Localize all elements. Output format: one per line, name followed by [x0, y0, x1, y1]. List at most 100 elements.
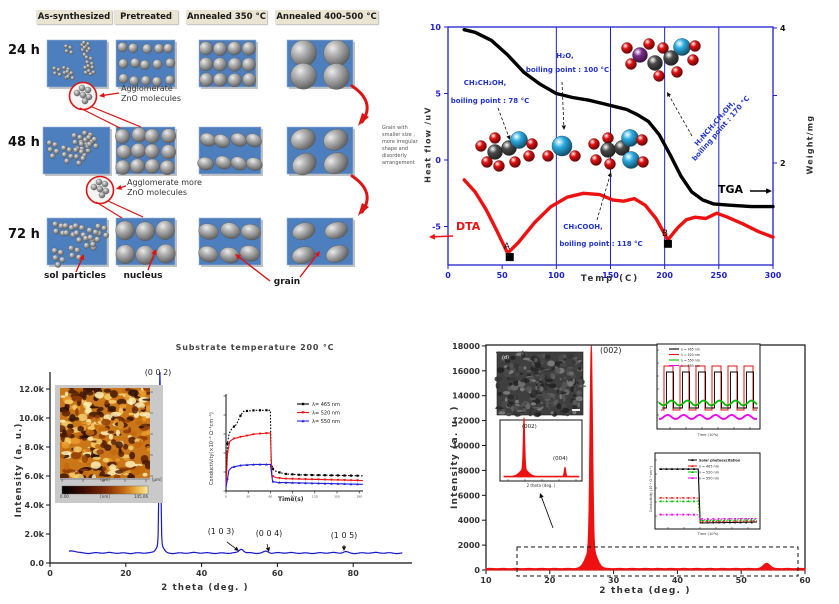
svg-text:Time (10²s): Time (10²s) [697, 433, 719, 437]
row-label-48h: 48 h [8, 135, 40, 150]
svg-text:10: 10 [480, 576, 492, 585]
svg-text:150: 150 [602, 271, 619, 280]
tga-curve-label: TGA [718, 183, 744, 196]
temp-axis-label: Temp (C) [580, 274, 640, 284]
annotation-aceticacid-formula: CH₃COOH, [563, 223, 603, 231]
svg-text:4.0k: 4.0k [25, 501, 45, 510]
peak-label-105: (1 0 5) [330, 531, 358, 540]
svg-text:λ = 550 nm: λ = 550 nm [681, 358, 700, 362]
svg-text:0.0: 0.0 [30, 559, 45, 568]
growth-schematic-drawing [42, 39, 369, 282]
afm-axis-unit2: [μm] [152, 477, 162, 482]
br-intensity-axis-label: Intensity (a. u. ) [449, 405, 460, 510]
annotation-water-formula: H₂O, [556, 52, 574, 60]
svg-text:18000: 18000 [452, 342, 480, 351]
annotation-aceticacid-bp: boiling point : 118 °C [559, 240, 643, 248]
panel-dta-tga-chart: 0 50 100 150 200 250 300 10 5 0 -5 4 2 A B CH₃CH₂OH, b… [420, 0, 839, 300]
svg-text:20: 20 [120, 569, 132, 578]
br-2theta-axis-label: 2 theta (deg. ) [599, 586, 691, 596]
column-header-annealed-350: Annealed 350 °C [186, 10, 267, 24]
mini-xrd-label-004: (004) [553, 456, 568, 462]
panel-xrd-substrate-200: 0 20 40 60 80 0.0 2.0k 4.0k 6.0k 8.0k 10.0k 12.0k 0 3… [0, 300, 430, 604]
svg-text:12.0k: 12.0k [19, 385, 45, 394]
afm-axis-unit: (μm) [100, 477, 110, 482]
dta-curve-label: DTA [456, 220, 481, 233]
svg-text:Conductivity(×10⁻⁴ Ω⁻¹cm⁻¹): Conductivity(×10⁻⁴ Ω⁻¹cm⁻¹) [209, 412, 215, 485]
column-header-as-synthesized: As-synthesized [36, 10, 112, 24]
bl-2theta-axis-label: 2 theta (deg. ) [161, 583, 249, 593]
callout-agglomerate-line1: Agglomerate [121, 84, 173, 93]
mini-xrd-xlabel: 2 theta (deg. ) [526, 483, 556, 488]
svg-text:50: 50 [736, 576, 748, 585]
svg-text:5: 5 [435, 90, 441, 99]
svg-text:B: B [662, 229, 668, 239]
annotation-ethanol-bp: boiling point : 78 °C [450, 97, 530, 105]
row-label-24h: 24 h [8, 43, 40, 58]
mini-xrd-label-002: (002) [522, 424, 537, 430]
svg-text:0: 0 [225, 495, 227, 499]
svg-text:0: 0 [47, 569, 53, 578]
svg-text:50: 50 [497, 271, 509, 280]
bl-intensity-axis-label: Intensity (a. u.) [14, 422, 25, 518]
column-header-annealed-400-500: Annealed 400-500 °C [275, 10, 378, 24]
svg-text:2: 2 [780, 159, 786, 168]
svg-text:10.0k: 10.0k [19, 414, 45, 423]
callout-agglomerate-more-line2: ZnO molecules [127, 188, 188, 197]
svg-text:10000: 10000 [452, 442, 480, 451]
svg-text:Time (10²s): Time (10²s) [697, 532, 719, 536]
svg-text:λ = 465 nm: λ = 465 nm [681, 347, 700, 351]
svg-text:λ= 465 nm: λ= 465 nm [312, 402, 340, 408]
svg-text:16000: 16000 [452, 367, 480, 376]
svg-text:14000: 14000 [452, 392, 480, 401]
svg-text:0: 0 [435, 156, 441, 165]
grain-side-note: Grain with smaller size , more irregular… [382, 125, 418, 166]
svg-text:10: 10 [430, 23, 442, 32]
svg-text:Conductivity (10⁻⁴ Ω⁻¹ cm⁻¹): Conductivity (10⁻⁴ Ω⁻¹ cm⁻¹) [649, 466, 653, 512]
label-grain: grain [273, 277, 301, 287]
peak-label-103: (1 0 3) [207, 527, 235, 536]
svg-text:λ = 650 nm: λ = 650 nm [681, 364, 700, 368]
svg-text:4000: 4000 [458, 516, 481, 525]
svg-text:12000: 12000 [452, 417, 480, 426]
svg-text:Solar photoexcitation: Solar photoexcitation [699, 459, 741, 463]
weight-axis-label: Weight/mg [805, 114, 815, 175]
svg-text:300: 300 [765, 271, 782, 280]
svg-text:90: 90 [291, 495, 295, 499]
svg-text:80: 80 [348, 569, 360, 578]
svg-text:40: 40 [672, 576, 684, 585]
svg-text:200: 200 [656, 271, 673, 280]
annotation-ethanol-formula: CH₃CH₂OH, [463, 79, 507, 87]
row-label-72h: 72 h [8, 227, 40, 242]
peak-label-004: (0 0 4) [255, 529, 283, 538]
panel-xrd-red: 10 20 30 40 50 60 0 2000 4000 6000 8000 10000 12000 1… [430, 300, 839, 604]
svg-text:-5: -5 [432, 223, 441, 232]
callout-agglomerate-line2: ZnO molecules [121, 94, 182, 103]
sem-image-label: (d) [502, 355, 510, 361]
svg-text:150: 150 [334, 495, 340, 499]
afm-scale-unit: [nm] [100, 494, 110, 499]
svg-text:20: 20 [544, 576, 556, 585]
svg-text:8000: 8000 [458, 466, 481, 475]
svg-text:λ= 520 nm: λ= 520 nm [312, 410, 340, 416]
label-sol-particles: sol particles [44, 271, 106, 281]
svg-text:120: 120 [312, 495, 318, 499]
svg-text:60: 60 [799, 576, 811, 585]
svg-text:60: 60 [272, 569, 284, 578]
svg-text:250: 250 [710, 271, 727, 280]
svg-text:30: 30 [246, 495, 250, 499]
svg-text:0: 0 [445, 271, 451, 280]
svg-text:λ = 550 nm: λ = 550 nm [699, 477, 720, 481]
panel-growth-schematic: As-synthesized Pretreated Annealed 350 °… [0, 0, 420, 300]
svg-text:100: 100 [548, 271, 565, 280]
annotation-water-bp: boiling point : 100 °C [525, 66, 610, 74]
svg-text:λ = 520 nm: λ = 520 nm [699, 471, 720, 475]
svg-text:λ = 520 nm: λ = 520 nm [681, 353, 700, 357]
peak-label-002: (0 0 2) [144, 368, 172, 377]
callout-agglomerate-more-line1: Agglomerate more [127, 178, 202, 187]
svg-text:4: 4 [780, 24, 786, 33]
svg-text:λ = 465 nm: λ = 465 nm [699, 465, 720, 469]
svg-text:6.0k: 6.0k [25, 472, 45, 481]
svg-text:λ= 550 nm: λ= 550 nm [312, 419, 340, 425]
svg-text:2000: 2000 [458, 541, 481, 550]
